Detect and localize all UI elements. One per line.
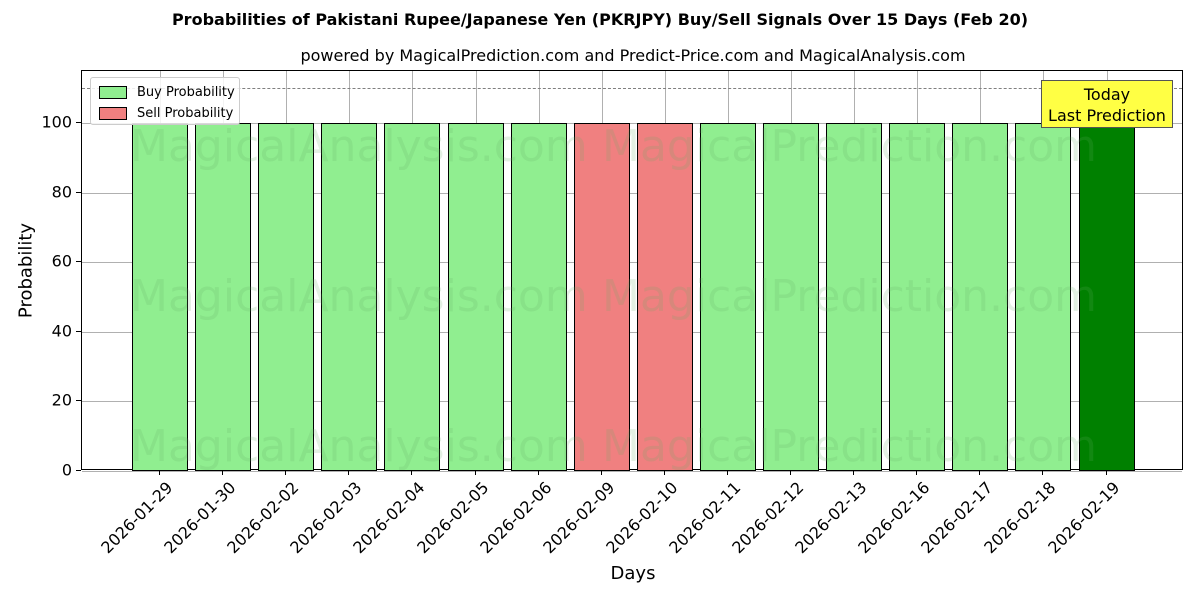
annotation-line1: Today — [1083, 85, 1131, 104]
bar-2026-02-03 — [321, 123, 378, 471]
y-tick-mark — [76, 122, 81, 124]
x-tick-mark — [537, 470, 539, 475]
chart-title: Probabilities of Pakistani Rupee/Japanes… — [171, 10, 1029, 29]
bar-2026-02-06 — [510, 123, 567, 471]
x-tick-mark — [600, 470, 602, 475]
x-tick-mark — [411, 470, 413, 475]
grid-line-horizontal — [82, 471, 1182, 472]
y-tick-mark — [76, 261, 81, 263]
bar-2026-02-11 — [699, 123, 756, 471]
grid-line-horizontal — [82, 401, 1182, 403]
x-tick-mark — [159, 470, 160, 475]
y-tick-label: 60 — [51, 251, 72, 271]
sell-swatch-icon — [99, 106, 127, 120]
legend: Buy Probability Sell Probability — [90, 77, 240, 125]
annotation-line2: Last Prediction — [1048, 106, 1166, 125]
bar-2026-02-13 — [826, 123, 883, 471]
bar-2026-02-16 — [889, 123, 946, 471]
grid-line-horizontal — [82, 123, 1182, 125]
x-axis-title: Days — [610, 563, 656, 584]
x-tick-mark — [853, 470, 855, 475]
x-tick-mark — [916, 470, 918, 475]
grid-line-horizontal — [82, 331, 1182, 333]
legend-item-sell: Sell Probability — [99, 105, 233, 121]
legend-buy-label: Buy Probability — [137, 84, 235, 100]
bar-2026-02-12 — [763, 123, 819, 471]
x-tick-mark — [663, 470, 665, 475]
legend-item-buy: Buy Probability — [99, 84, 235, 100]
x-tick-mark — [285, 470, 287, 475]
x-tick-mark — [1105, 470, 1107, 475]
x-tick-mark — [979, 470, 981, 475]
bar-2026-02-02 — [258, 123, 315, 471]
bar-2026-02-10 — [636, 123, 693, 471]
x-tick-mark — [222, 470, 224, 475]
y-tick-label: 40 — [51, 321, 72, 341]
grid-line-horizontal — [82, 192, 1182, 194]
reference-line — [82, 88, 1182, 90]
y-tick-label: 100 — [41, 112, 72, 132]
bar-2026-02-09 — [573, 123, 630, 471]
bar-2026-02-04 — [384, 123, 441, 471]
y-tick-mark — [76, 400, 81, 402]
chart-subtitle: powered by MagicalPrediction.com and Pre… — [300, 46, 966, 65]
buy-swatch-icon — [99, 85, 127, 99]
x-tick-mark — [348, 470, 350, 475]
y-axis-title: Probability — [15, 222, 37, 319]
y-tick-mark — [76, 330, 81, 332]
bar-2026-02-17 — [952, 123, 1009, 471]
y-tick-mark — [76, 470, 81, 471]
y-tick-mark — [76, 191, 81, 193]
bar-2026-02-18 — [1015, 123, 1072, 471]
x-tick-mark — [790, 470, 791, 475]
legend-sell-label: Sell Probability — [137, 105, 234, 121]
x-tick-mark — [726, 470, 728, 475]
y-tick-label: 0 — [61, 460, 72, 480]
bar-2026-02-05 — [447, 123, 504, 471]
plot-area: MagicalAnalysis.comMagicalPrediction.com… — [81, 70, 1183, 472]
bar-2026-01-29 — [132, 123, 188, 471]
grid-line-horizontal — [82, 262, 1182, 264]
today-annotation: Today Last Prediction — [1041, 80, 1173, 128]
y-tick-label: 80 — [51, 182, 72, 202]
y-tick-label: 20 — [51, 390, 72, 410]
x-tick-mark — [474, 470, 476, 475]
bar-2026-01-30 — [195, 123, 252, 471]
x-tick-mark — [1042, 470, 1044, 475]
bar-2026-02-19 — [1078, 123, 1135, 471]
